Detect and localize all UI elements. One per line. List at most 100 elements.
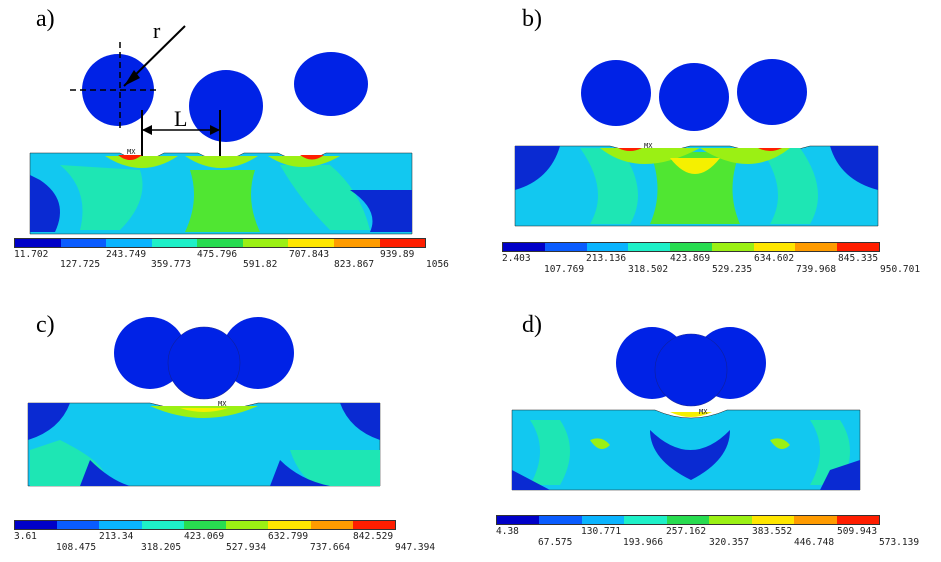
ball bbox=[167, 326, 241, 400]
tick: 842.529 bbox=[353, 531, 394, 542]
panel-b-colorbar bbox=[502, 242, 880, 252]
colorbar-segment bbox=[268, 521, 311, 529]
tick: 213.34 bbox=[99, 531, 134, 542]
tick: 632.799 bbox=[268, 531, 309, 542]
spacing-label: L bbox=[174, 106, 187, 131]
tick: 67.575 bbox=[538, 537, 573, 548]
tick: 193.966 bbox=[623, 537, 664, 548]
panel-c-contour: MX bbox=[27, 317, 381, 487]
ball bbox=[189, 70, 263, 142]
panel-d-contour: MX bbox=[511, 327, 861, 491]
colorbar-segment bbox=[15, 521, 58, 529]
panel-a-label: a) bbox=[36, 6, 55, 32]
tick: 107.769 bbox=[544, 264, 585, 275]
colorbar-segment bbox=[709, 516, 752, 524]
colorbar-segment bbox=[711, 243, 754, 251]
tick: 823.867 bbox=[334, 259, 375, 270]
colorbar-segment bbox=[242, 239, 289, 247]
radius-arrowhead bbox=[124, 70, 140, 86]
tick: 707.843 bbox=[289, 249, 330, 260]
ball bbox=[222, 317, 294, 389]
colorbar-segment bbox=[544, 243, 587, 251]
colorbar-segment bbox=[670, 243, 712, 251]
colorbar-segment bbox=[795, 243, 838, 251]
panel-a-colorbar bbox=[14, 238, 426, 248]
tick: 130.771 bbox=[581, 526, 622, 537]
tick: 446.748 bbox=[794, 537, 835, 548]
tick: 320.357 bbox=[709, 537, 750, 548]
colorbar-segment bbox=[226, 521, 269, 529]
colorbar-segment bbox=[503, 243, 545, 251]
radius-label: r bbox=[153, 18, 161, 43]
tick: 127.725 bbox=[60, 259, 101, 270]
colorbar-segment bbox=[624, 516, 667, 524]
tick: 213.136 bbox=[586, 253, 627, 264]
tick: 4.38 bbox=[496, 526, 519, 537]
max-marker: MX bbox=[644, 142, 653, 150]
panel-d-label: d) bbox=[522, 312, 542, 338]
colorbar-segment bbox=[628, 243, 671, 251]
tick: 3.61 bbox=[14, 531, 37, 542]
colorbar-segment bbox=[197, 239, 243, 247]
tick: 950.701 bbox=[880, 264, 921, 275]
tick: 423.069 bbox=[184, 531, 225, 542]
colorbar-segment bbox=[141, 521, 184, 529]
tick: 845.335 bbox=[838, 253, 879, 264]
colorbar-segment bbox=[288, 239, 334, 247]
colorbar-segment bbox=[57, 521, 100, 529]
panel-c-colorbar bbox=[14, 520, 396, 530]
tick: 527.934 bbox=[226, 542, 267, 553]
tick: 359.773 bbox=[151, 259, 192, 270]
tick: 318.205 bbox=[141, 542, 182, 553]
colorbar-segment bbox=[333, 239, 380, 247]
panel-c-label: c) bbox=[36, 312, 55, 338]
tick: 947.394 bbox=[395, 542, 436, 553]
tick: 318.502 bbox=[628, 264, 669, 275]
colorbar-segment bbox=[586, 243, 629, 251]
colorbar-segment bbox=[837, 243, 880, 251]
panel-a-contour: r L MX bbox=[29, 18, 413, 235]
colorbar-segment bbox=[183, 521, 227, 529]
ball bbox=[654, 333, 728, 407]
ball bbox=[294, 52, 368, 116]
ball bbox=[659, 63, 729, 131]
tick: 2.403 bbox=[502, 253, 531, 264]
ball bbox=[581, 60, 651, 126]
ball bbox=[114, 317, 186, 389]
panel-b-label: b) bbox=[522, 6, 542, 32]
colorbar-segment bbox=[352, 521, 395, 529]
tick: 591.82 bbox=[243, 259, 278, 270]
colorbar-segment bbox=[581, 516, 625, 524]
max-marker: MX bbox=[699, 408, 708, 416]
tick: 423.869 bbox=[670, 253, 711, 264]
tick: 108.475 bbox=[56, 542, 97, 553]
tick: 509.943 bbox=[837, 526, 878, 537]
colorbar-segment bbox=[666, 516, 710, 524]
tick: 529.235 bbox=[712, 264, 753, 275]
max-marker: MX bbox=[218, 400, 227, 408]
colorbar-segment bbox=[379, 239, 426, 247]
tick: 573.139 bbox=[879, 537, 920, 548]
tick: 475.796 bbox=[197, 249, 238, 260]
panel-d-colorbar bbox=[496, 515, 880, 525]
tick: 383.552 bbox=[752, 526, 793, 537]
ball bbox=[737, 59, 807, 125]
colorbar-segment bbox=[151, 239, 198, 247]
panel-b-contour: MX bbox=[514, 59, 879, 227]
tick: 739.968 bbox=[796, 264, 837, 275]
tick: 11.702 bbox=[14, 249, 49, 260]
tick: 737.664 bbox=[310, 542, 351, 553]
colorbar-segment bbox=[106, 239, 152, 247]
colorbar-segment bbox=[15, 239, 61, 247]
colorbar-segment bbox=[753, 243, 796, 251]
colorbar-segment bbox=[836, 516, 879, 524]
max-marker: MX bbox=[127, 148, 136, 156]
tick: 243.749 bbox=[106, 249, 147, 260]
tick: 939.89 bbox=[380, 249, 415, 260]
tick: 257.162 bbox=[666, 526, 707, 537]
colorbar-segment bbox=[310, 521, 353, 529]
colorbar-segment bbox=[99, 521, 142, 529]
tick: 634.602 bbox=[754, 253, 795, 264]
colorbar-segment bbox=[60, 239, 107, 247]
colorbar-segment bbox=[751, 516, 795, 524]
